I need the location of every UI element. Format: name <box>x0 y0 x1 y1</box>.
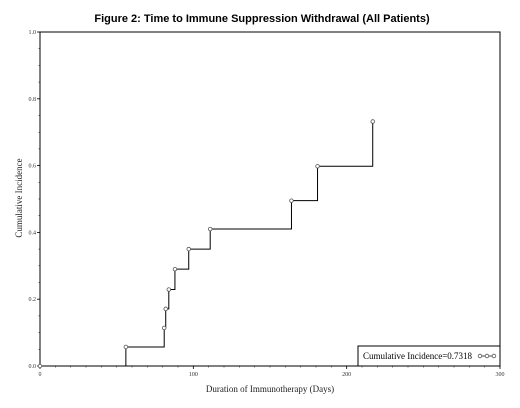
data-point <box>37 363 43 369</box>
legend-label: Cumulative Incidence=0.7318 <box>363 351 473 361</box>
data-point <box>172 266 178 272</box>
y-tick-label: 0.0 <box>29 364 37 370</box>
x-tick-label: 100 <box>189 372 198 378</box>
legend-box <box>357 345 501 367</box>
legend-point <box>491 353 497 359</box>
y-tick-label: 0.2 <box>29 297 37 303</box>
plot-frame <box>39 31 501 367</box>
data-point <box>186 246 191 252</box>
series-step-line <box>40 121 374 367</box>
data-point <box>123 344 129 350</box>
y-tick-label: 1.0 <box>29 30 37 36</box>
x-tick-label: 300 <box>496 372 505 378</box>
data-point <box>161 325 167 331</box>
data-point <box>166 287 171 292</box>
data-point <box>207 226 213 232</box>
x-axis-label: Duration of Immunotherapy (Days) <box>206 384 334 394</box>
plot-area: 0.0 0.2 0.4 0.6 0.8 1.0 0 100 200 300 <box>29 30 505 378</box>
legend-marker <box>477 353 497 359</box>
data-point <box>163 306 168 312</box>
y-tick-label: 0.4 <box>29 230 37 236</box>
legend-point <box>484 353 490 359</box>
data-point <box>289 198 294 203</box>
data-point <box>370 119 375 124</box>
data-point <box>315 164 320 169</box>
y-tick-label: 0.6 <box>29 164 37 170</box>
chart-title: Figure 2: Time to Immune Suppression Wit… <box>94 13 430 25</box>
x-tick-label: 200 <box>342 372 351 378</box>
legend-point <box>477 353 483 359</box>
x-tick-label: 0 <box>39 372 42 378</box>
y-axis-label: Cumulative Incidence <box>14 158 24 237</box>
legend: Cumulative Incidence=0.7318 <box>357 345 501 367</box>
y-tick-label: 0.8 <box>29 97 37 103</box>
